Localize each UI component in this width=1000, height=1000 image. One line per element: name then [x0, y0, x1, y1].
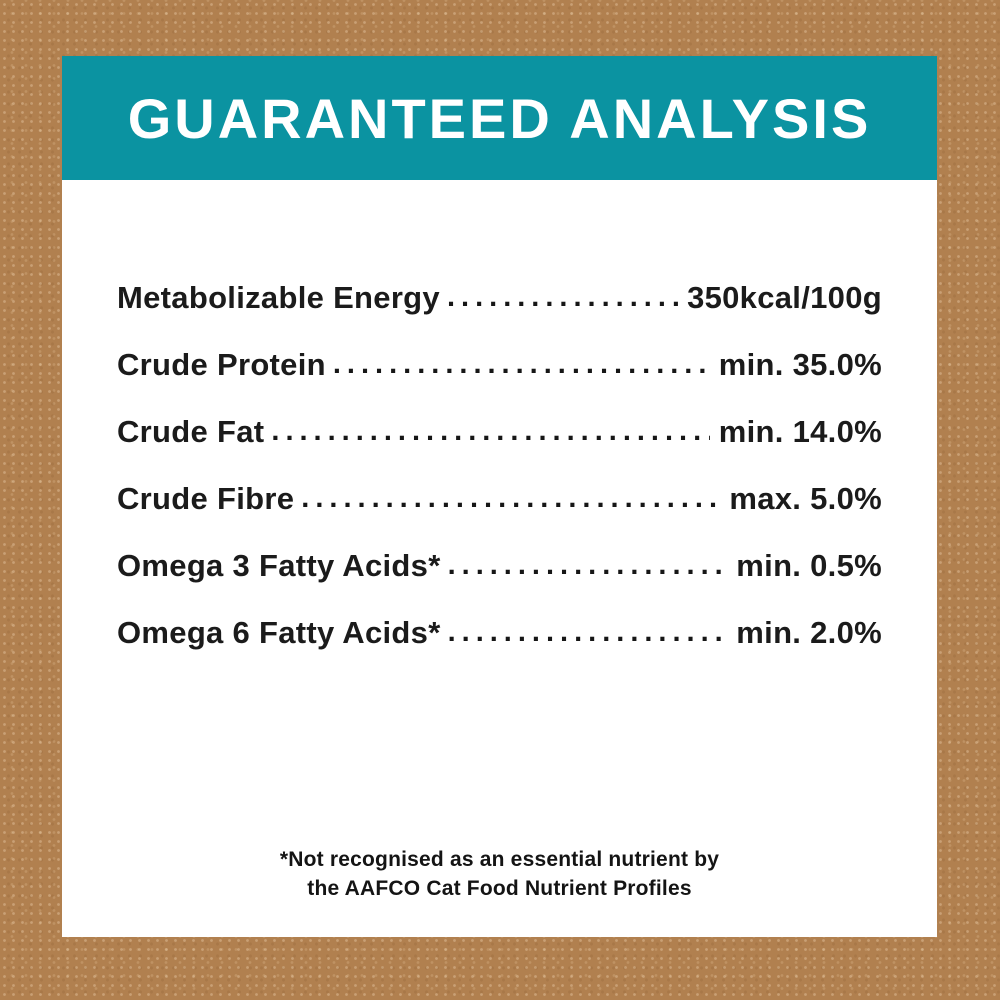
- panel-title: GUARANTEED ANALYSIS: [127, 86, 872, 150]
- panel-header: GUARANTEED ANALYSIS: [62, 56, 937, 180]
- nutrient-label: Omega 6 Fatty Acids*: [117, 615, 441, 650]
- nutrient-label: Metabolizable Energy: [117, 280, 440, 315]
- footnote: *Not recognised as an essential nutrient…: [62, 845, 937, 903]
- dot-leader: [448, 599, 728, 666]
- nutrient-value: min. 14.0%: [718, 414, 882, 449]
- guaranteed-analysis-panel: GUARANTEED ANALYSIS Metabolizable Energy…: [62, 56, 937, 937]
- nutrient-value: max. 5.0%: [729, 481, 882, 516]
- analysis-table: Metabolizable Energy 350kcal/100g Crude …: [117, 264, 882, 666]
- footnote-line-2: the AAFCO Cat Food Nutrient Profiles: [307, 877, 692, 900]
- dot-leader: [271, 398, 709, 465]
- footnote-line-1: *Not recognised as an essential nutrient…: [279, 848, 720, 871]
- nutrient-value: min. 35.0%: [718, 347, 882, 382]
- table-row: Metabolizable Energy 350kcal/100g: [117, 264, 882, 331]
- dot-leader: [333, 331, 710, 398]
- dot-leader: [447, 264, 678, 331]
- nutrient-label: Crude Fat: [117, 414, 265, 449]
- dot-leader: [301, 465, 720, 532]
- dot-leader: [448, 532, 728, 599]
- nutrient-label: Crude Fibre: [117, 481, 295, 516]
- table-row: Omega 6 Fatty Acids* min. 2.0%: [117, 599, 882, 666]
- nutrient-label: Omega 3 Fatty Acids*: [117, 548, 441, 583]
- nutrient-value: min. 0.5%: [736, 548, 882, 583]
- table-row: Crude Fibre max. 5.0%: [117, 465, 882, 532]
- table-row: Omega 3 Fatty Acids* min. 0.5%: [117, 532, 882, 599]
- nutrient-value: min. 2.0%: [736, 615, 882, 650]
- nutrient-value: 350kcal/100g: [687, 280, 882, 315]
- table-row: Crude Protein min. 35.0%: [117, 331, 882, 398]
- table-row: Crude Fat min. 14.0%: [117, 398, 882, 465]
- nutrient-label: Crude Protein: [117, 347, 326, 382]
